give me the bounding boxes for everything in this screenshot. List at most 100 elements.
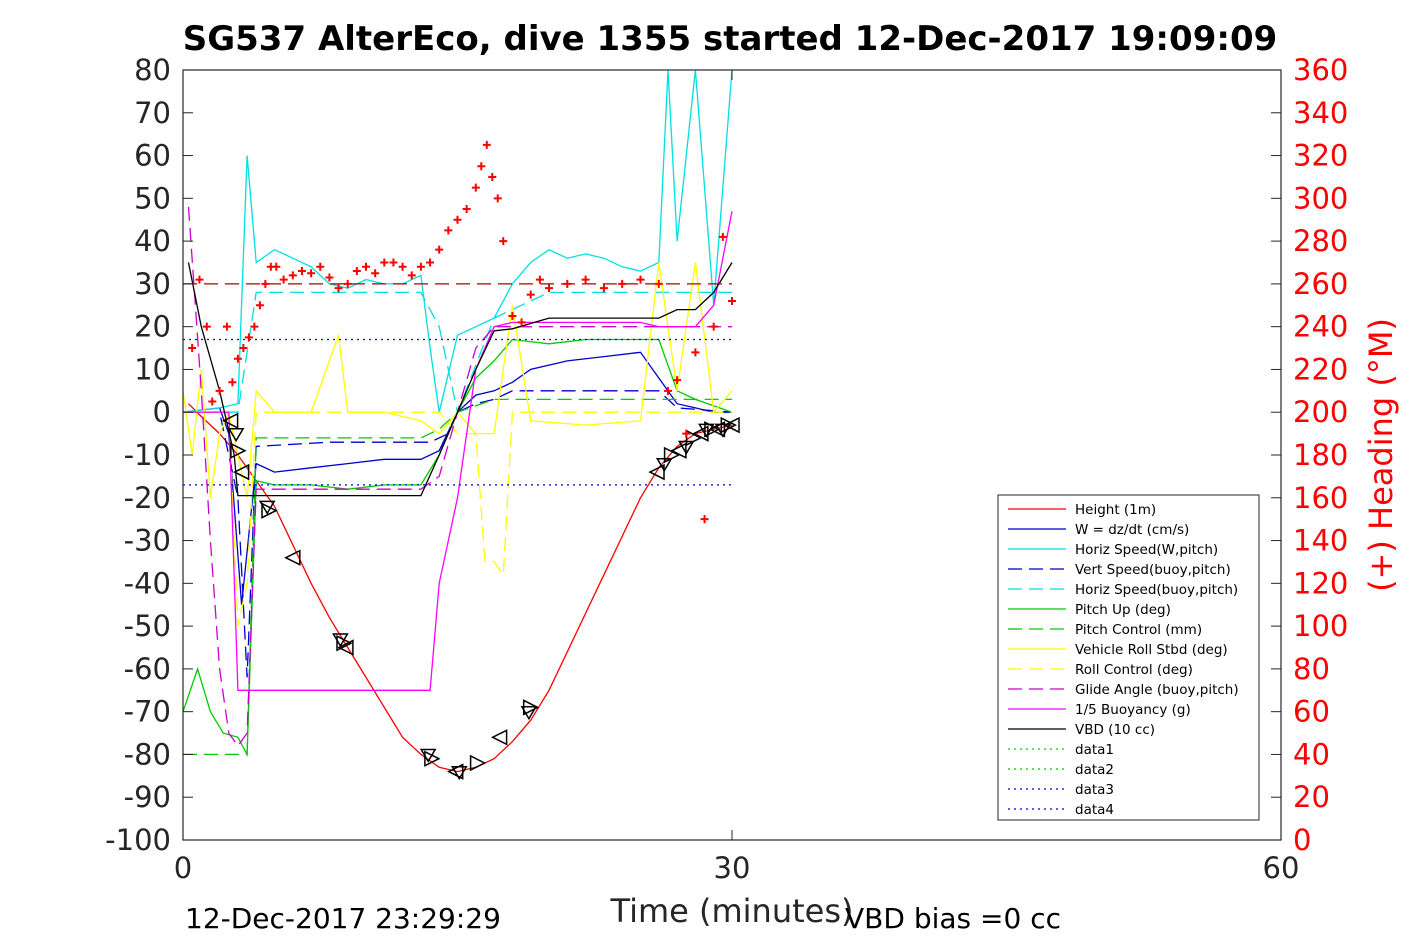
- left-tick-label: 40: [134, 224, 171, 258]
- sample-marker: [221, 412, 239, 430]
- heading-point: [380, 258, 389, 267]
- sample-marker: [698, 423, 715, 438]
- right-tick-label: 340: [1293, 96, 1348, 130]
- series-line-6: [183, 398, 732, 756]
- heading-point: [482, 140, 491, 149]
- heading-point: [700, 515, 709, 524]
- heading-point: [517, 318, 526, 327]
- heading-point: [599, 284, 608, 293]
- left-tick-label: -100: [105, 823, 171, 857]
- left-tick-label: -20: [124, 481, 171, 515]
- legend-label: 1/5 Buoyancy (g): [1075, 702, 1191, 718]
- heading-point: [362, 262, 370, 271]
- sample-marker: [670, 442, 687, 459]
- heading-point: [682, 429, 691, 438]
- heading-layer: [188, 140, 736, 524]
- right-tick-label: 240: [1293, 310, 1348, 344]
- heading-point: [435, 245, 444, 254]
- chart-title: SG537 AlterEco, dive 1355 started 12-Dec…: [183, 19, 1278, 59]
- heading-point: [416, 262, 425, 271]
- legend-label: Horiz Speed(buoy,pitch): [1075, 582, 1238, 598]
- series-line-10: [183, 211, 733, 691]
- legend-label: Pitch Control (mm): [1075, 622, 1202, 638]
- heading-point: [188, 344, 197, 353]
- left-tick-label: 50: [134, 181, 171, 215]
- legend-label: Height (1m): [1075, 502, 1156, 518]
- heading-point: [563, 279, 572, 288]
- left-tick-label: 20: [134, 310, 171, 344]
- right-tick-label: 120: [1293, 566, 1348, 600]
- heading-point: [352, 267, 361, 276]
- right-tick-label: 320: [1293, 139, 1348, 173]
- heading-point: [728, 297, 736, 305]
- heading-point: [334, 284, 343, 293]
- left-tick-label: 80: [134, 53, 171, 87]
- sample-marker: [261, 502, 278, 519]
- sample-marker: [723, 416, 740, 434]
- left-axis-ticks: 80 70 60 50 40 30 20 10 0 -10 -20 -30 -40 -50 -60 -70 -8…: [105, 53, 193, 857]
- heading-point: [453, 215, 462, 224]
- heading-point: [261, 279, 270, 288]
- heading-point: [288, 271, 297, 280]
- sample-marker: [230, 442, 247, 459]
- legend-label: Horiz Speed(W,pitch): [1075, 542, 1218, 558]
- heading-point: [215, 386, 224, 395]
- series-line-4: [183, 291, 732, 415]
- left-tick-label: -50: [124, 609, 171, 643]
- left-tick-label: 60: [134, 139, 171, 173]
- left-tick-label: 30: [134, 267, 171, 301]
- heading-point: [371, 269, 380, 278]
- heading-point: [297, 267, 306, 276]
- legend: Height (1m) W = dz/dt (cm/s) Horiz Speed(W…: [997, 494, 1260, 821]
- heading-point: [307, 269, 316, 278]
- heading-point: [398, 262, 407, 271]
- legend-label: data2: [1075, 762, 1114, 778]
- x-tick-label: 60: [1263, 851, 1300, 885]
- heading-point: [233, 354, 242, 363]
- heading-point: [526, 290, 535, 299]
- right-tick-label: 140: [1293, 524, 1348, 558]
- right-tick-label: 100: [1293, 609, 1348, 643]
- heading-point: [545, 284, 553, 293]
- sample-marker: [522, 699, 540, 716]
- legend-label: Vert Speed(buoy,pitch): [1075, 562, 1231, 578]
- sample-marker: [663, 446, 681, 464]
- legend-label: VBD (10 cc): [1075, 722, 1155, 738]
- heading-point: [636, 275, 645, 284]
- legend-label: Roll Control (deg): [1075, 662, 1193, 678]
- x-axis-ticks: 0 30 60: [174, 70, 1300, 885]
- markers-layer: [221, 412, 740, 781]
- heading-point: [343, 279, 352, 288]
- right-axis-ticks: 3603403203002802602402202001801601401201…: [1271, 53, 1348, 857]
- series-line-7: [182, 262, 733, 498]
- left-tick-label: -90: [124, 780, 171, 814]
- series-line-8: [183, 411, 732, 627]
- sample-marker: [227, 427, 245, 443]
- right-tick-label: 360: [1293, 53, 1348, 87]
- right-tick-label: 200: [1293, 395, 1348, 429]
- heading-point: [250, 322, 259, 331]
- heading-point: [407, 271, 416, 280]
- sample-marker: [337, 639, 354, 656]
- heading-point: [202, 322, 211, 331]
- left-tick-label: -30: [124, 524, 171, 558]
- heading-point: [488, 172, 497, 181]
- heading-point: [493, 194, 502, 203]
- series-line-3: [183, 390, 733, 678]
- sample-marker: [648, 463, 665, 481]
- heading-point: [462, 205, 471, 214]
- footer-vbd-bias: VBD bias =0 cc: [845, 902, 1061, 935]
- right-tick-label: 280: [1293, 224, 1348, 258]
- plot-area: [182, 69, 1282, 841]
- heading-point: [718, 232, 727, 241]
- sample-marker: [704, 421, 721, 438]
- heading-point: [709, 322, 718, 331]
- heading-point: [272, 262, 281, 271]
- heading-point: [618, 279, 627, 288]
- right-tick-label: 60: [1293, 695, 1330, 729]
- series-line-0: [188, 403, 733, 773]
- series-line-2: [182, 69, 733, 413]
- heading-point: [255, 301, 264, 310]
- right-tick-label: 260: [1293, 267, 1348, 301]
